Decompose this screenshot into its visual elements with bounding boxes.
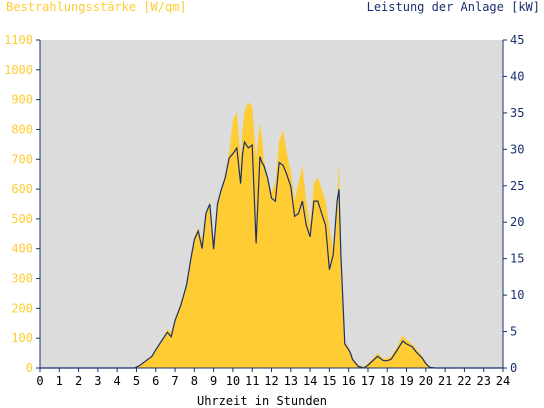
left-tick-label: 1100	[4, 33, 33, 47]
x-tick-label: 13	[284, 374, 298, 388]
x-tick-label: 9	[210, 374, 217, 388]
x-tick-label: 3	[94, 374, 101, 388]
right-tick-label: 35	[510, 106, 524, 120]
x-tick-label: 22	[457, 374, 471, 388]
x-tick-label: 6	[152, 374, 159, 388]
series-layer	[40, 102, 503, 369]
right-tick-label: 15	[510, 252, 524, 266]
left-axis-title: Bestrahlungsstärke [W/qm]	[6, 0, 187, 14]
left-tick-label: 200	[11, 301, 33, 315]
right-tick-label: 30	[510, 142, 524, 156]
x-tick-label: 1	[56, 374, 63, 388]
left-tick-label: 600	[11, 182, 33, 196]
left-tick-label: 800	[11, 122, 33, 136]
x-tick-label: 19	[399, 374, 413, 388]
x-tick-label: 11	[245, 374, 259, 388]
x-tick-label: 24	[496, 374, 510, 388]
x-tick-label: 12	[264, 374, 278, 388]
x-tick-label: 16	[341, 374, 355, 388]
x-tick-label: 15	[322, 374, 336, 388]
right-tick-label: 25	[510, 179, 524, 193]
right-tick-label: 20	[510, 215, 524, 229]
right-tick-label: 45	[510, 33, 524, 47]
left-tick-label: 700	[11, 152, 33, 166]
left-tick-label: 500	[11, 212, 33, 226]
x-tick-label: 17	[361, 374, 375, 388]
left-tick-label: 900	[11, 93, 33, 107]
right-tick-label: 0	[510, 361, 517, 375]
x-tick-label: 23	[476, 374, 490, 388]
right-axis-title: Leistung der Anlage [kW]	[367, 0, 540, 14]
power-line	[40, 140, 503, 369]
x-tick-label: 18	[380, 374, 394, 388]
left-tick-label: 0	[26, 361, 33, 375]
x-tick-label: 20	[419, 374, 433, 388]
x-tick-label: 10	[226, 374, 240, 388]
left-tick-label: 100	[11, 331, 33, 345]
x-tick-label: 0	[36, 374, 43, 388]
axes: 0100200300400500600700800900100011000510…	[4, 33, 524, 388]
left-tick-label: 400	[11, 242, 33, 256]
x-tick-label: 4	[114, 374, 121, 388]
x-tick-label: 2	[75, 374, 82, 388]
x-tick-label: 14	[303, 374, 317, 388]
right-tick-label: 40	[510, 69, 524, 83]
x-axis-title: Uhrzeit in Stunden	[197, 394, 327, 408]
x-tick-label: 7	[171, 374, 178, 388]
x-tick-label: 21	[438, 374, 452, 388]
right-tick-label: 10	[510, 288, 524, 302]
x-tick-label: 8	[191, 374, 198, 388]
irradiance-area	[40, 102, 503, 368]
left-tick-label: 1000	[4, 63, 33, 77]
x-tick-label: 5	[133, 374, 140, 388]
right-tick-label: 5	[510, 325, 517, 339]
left-tick-label: 300	[11, 272, 33, 286]
